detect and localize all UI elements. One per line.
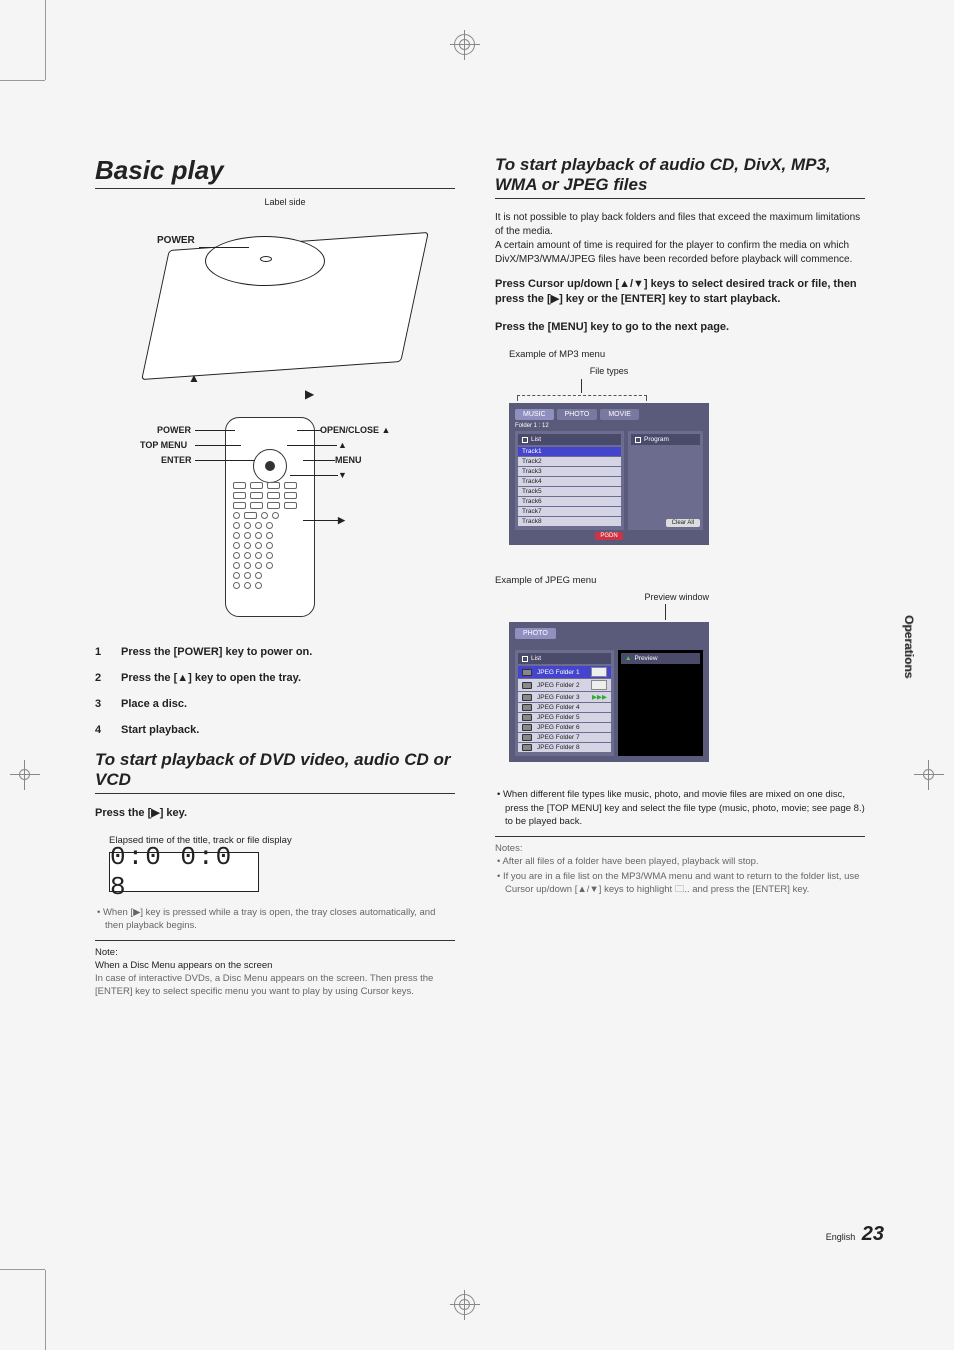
eject-icon: ▲: [188, 371, 200, 385]
remote-play-label: ▶: [338, 515, 345, 526]
steps-list: 1Press the [POWER] key to power on. 2Pre…: [95, 646, 455, 736]
preview-pointer: [665, 604, 666, 620]
pgdn-button: PGDN: [595, 532, 622, 540]
note-item: • If you are in a file list on the MP3/W…: [495, 871, 865, 897]
program-header: Program: [644, 436, 669, 443]
folder-row: JPEG Folder 8: [518, 743, 611, 752]
jpeg-example-caption: Example of JPEG menu: [495, 575, 865, 586]
preview-window-caption: Preview window: [495, 592, 709, 602]
folder-row: JPEG Folder 1: [518, 666, 611, 678]
label-side-caption: Label side: [115, 197, 455, 207]
elapsed-display: 0:0 0:0 8: [109, 852, 259, 892]
remote-down-label: ▼: [338, 470, 347, 480]
track-row: Track3: [518, 467, 621, 476]
player-diagram: POWER ▲ ▶: [95, 211, 455, 401]
register-mark-bottom: [450, 1290, 480, 1320]
mp3-example-caption: Example of MP3 menu: [509, 349, 865, 360]
section-files-title: To start playback of audio CD, DivX, MP3…: [495, 155, 865, 199]
folder-icon: [522, 704, 532, 711]
remote-topmenu-label: TOP MENU: [140, 440, 187, 450]
notes-label: Notes:: [495, 843, 865, 856]
folder-row: JPEG Folder 5: [518, 713, 611, 722]
folder-icon: [522, 669, 532, 676]
cursor-instruction: Press Cursor up/down [▲/▼] keys to selec…: [495, 277, 865, 307]
track-row: Track1: [518, 447, 621, 456]
track-row: Track4: [518, 477, 621, 486]
section-dvd-title: To start playback of DVD video, audio CD…: [95, 750, 455, 794]
folder-icon: [522, 714, 532, 721]
track-row: Track6: [518, 497, 621, 506]
mixed-files-note: • When different file types like music, …: [495, 788, 865, 828]
track-row: Track5: [518, 487, 621, 496]
page-title: Basic play: [95, 155, 455, 189]
folder-row: JPEG Folder 3▶▶▶: [518, 692, 611, 702]
bracket-line: [581, 379, 865, 393]
register-mark-left: [10, 760, 40, 790]
remote-menu-label: MENU: [335, 455, 362, 465]
step-3: Place a disc.: [121, 698, 187, 710]
folder-icon: [522, 694, 532, 701]
remote-power-label: POWER: [157, 425, 191, 435]
list-header: List: [531, 436, 541, 443]
step-4: Start playback.: [121, 724, 199, 736]
crop-mark: [45, 1270, 46, 1350]
jpeg-menu-screenshot: PHOTO List JPEG Folder 1 JPEG Folder 2 J…: [509, 622, 709, 762]
track-row: Track2: [518, 457, 621, 466]
track-row: Track7: [518, 507, 621, 516]
note-item: • After all files of a folder have been …: [495, 856, 865, 869]
folder-row: JPEG Folder 4: [518, 703, 611, 712]
tray-close-note: • When [▶] key is pressed while a tray i…: [95, 906, 455, 933]
remote-openclose-label: OPEN/CLOSE ▲: [320, 425, 390, 435]
side-tab-operations: Operations: [902, 615, 916, 678]
crop-mark: [0, 1269, 45, 1270]
menu-key-hint: Press the [MENU] key to go to the next p…: [495, 320, 865, 335]
folder-icon: [522, 682, 532, 689]
intro-text: It is not possible to play back folders …: [495, 211, 865, 267]
right-column: To start playback of audio CD, DivX, MP3…: [495, 155, 865, 998]
disc-menu-note: Note: When a Disc Menu appears on the sc…: [95, 947, 455, 998]
folder-icon: [522, 724, 532, 731]
folder-icon: [522, 744, 532, 751]
register-mark-top: [450, 30, 480, 60]
mp3-menu-screenshot: MUSIC PHOTO MOVIE Folder 1 : 12 List Tra…: [509, 403, 709, 545]
track-row: Track8: [518, 517, 621, 526]
notes-list: • After all files of a folder have been …: [495, 856, 865, 896]
remote-diagram: POWER TOP MENU ENTER OPEN/CLOSE ▲ ▲ MENU…: [95, 407, 455, 632]
player-power-label: POWER: [157, 235, 195, 246]
remote-up-label: ▲: [338, 440, 347, 450]
register-mark-right: [914, 760, 944, 790]
crop-mark: [0, 80, 45, 81]
jpeg-tab-photo: PHOTO: [515, 628, 556, 639]
crop-mark: [45, 0, 46, 80]
clear-all-button: Clear All: [666, 519, 700, 527]
left-column: Basic play Label side POWER ▲ ▶: [95, 155, 455, 998]
step-2: Press the [▲] key to open the tray.: [121, 672, 301, 684]
jpeg-list-header: List: [531, 655, 541, 662]
remote-enter-label: ENTER: [161, 455, 192, 465]
folder-icon: [522, 734, 532, 741]
step-1: Press the [POWER] key to power on.: [121, 646, 312, 658]
folder-row: JPEG Folder 7: [518, 733, 611, 742]
folder-info: Folder 1 : 12: [515, 423, 703, 429]
mp3-tab-music: MUSIC: [515, 409, 554, 420]
file-types-bracket: [517, 395, 647, 401]
jpeg-preview-header: Preview: [634, 655, 657, 662]
mp3-tab-movie: MOVIE: [600, 409, 639, 420]
page-footer: English 23: [826, 1223, 884, 1246]
mp3-tab-photo: PHOTO: [557, 409, 598, 420]
folder-row: JPEG Folder 2: [518, 679, 611, 691]
play-icon: ▶: [305, 387, 314, 401]
press-play-instruction: Press the [▶] key.: [95, 806, 455, 821]
page-number: 23: [862, 1223, 884, 1245]
file-types-caption: File types: [509, 366, 709, 376]
folder-row: JPEG Folder 6: [518, 723, 611, 732]
